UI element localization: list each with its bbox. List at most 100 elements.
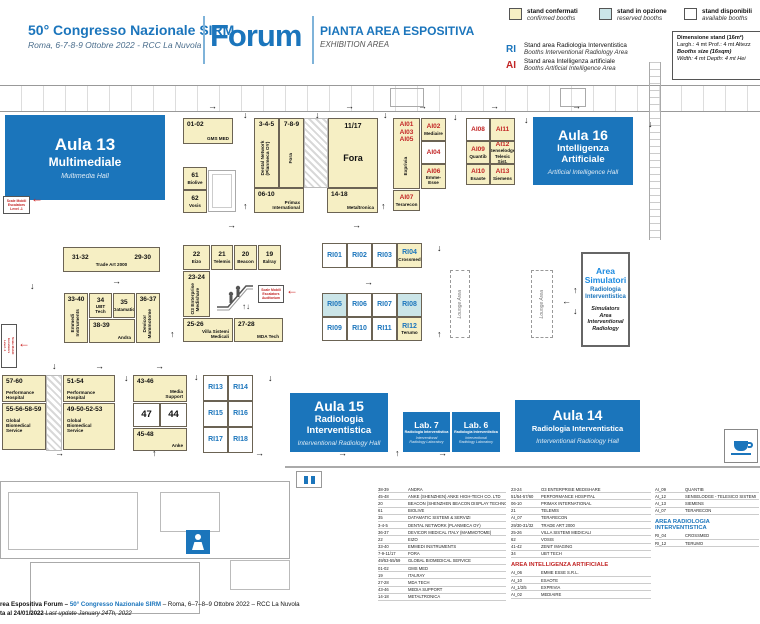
direction-arrow-icon: → bbox=[112, 276, 121, 286]
exhibitor-row: 22 EIZO bbox=[378, 536, 506, 544]
booth-number: AI13 bbox=[495, 168, 510, 176]
booth-number: 44 bbox=[168, 409, 179, 421]
booth-number: 45-48 bbox=[137, 431, 154, 438]
direction-arrow-icon: ↑ bbox=[152, 448, 157, 458]
exhibitor-booth-number: 33-40 bbox=[378, 544, 389, 550]
exhibitor-name: ZENIT IMAGING bbox=[541, 544, 573, 550]
direction-arrow-icon: ↓ bbox=[194, 372, 199, 382]
booth-43-46: 43-46 Media Support bbox=[133, 375, 187, 402]
booth-exhibitor-name: Terarecon bbox=[395, 201, 418, 207]
door-outline-inner bbox=[212, 174, 232, 208]
booth-RI04: RI04 Crossmed bbox=[397, 243, 422, 268]
booth-RI05: RI05 bbox=[322, 293, 347, 317]
exhibitor-name: ITALRAY bbox=[408, 572, 425, 578]
exhibitor-name: MDA TECH bbox=[408, 580, 430, 586]
footer-update-en: Last update January 24Th, 2022 bbox=[43, 611, 132, 617]
booth-55-56-58-59: 55-56-58-59 Global Biomedical Service bbox=[2, 403, 46, 450]
exhibitor-name: GMS MED bbox=[408, 565, 429, 571]
red-direction-arrow-icon: ← bbox=[18, 336, 30, 350]
exhibitor-booth-number: 27-28 bbox=[378, 580, 389, 586]
stand-size-box: Dimensione stand (16m²) Largh.: 4 mt Pro… bbox=[672, 31, 760, 80]
exhibitor-booth-number: 23-24 bbox=[511, 486, 522, 492]
exhibitor-booth-number: 35 bbox=[378, 515, 383, 521]
exhibitor-row: 25-26 VILLA SISTEMI MEDICALI bbox=[511, 529, 651, 537]
booth-number: RI11 bbox=[377, 325, 392, 333]
booth-number: RI04 bbox=[402, 249, 417, 257]
icon-head bbox=[195, 534, 201, 540]
booth-number: 43-46 bbox=[137, 378, 154, 385]
escalator-note-left: Scale Mobili Escalators Level -1 bbox=[3, 196, 30, 214]
legend-swatch-option bbox=[599, 8, 612, 20]
booth-number: AI11 bbox=[495, 125, 510, 133]
exhibitor-row: 19 ITALRAY bbox=[378, 572, 506, 580]
booth-number: 61 bbox=[191, 172, 199, 180]
exhibitor-row: 23-24 O3 ENTERPRISE MEDISHARE bbox=[511, 486, 651, 494]
booth-number: RI05 bbox=[327, 301, 342, 309]
legend-option-en: reserved booths bbox=[617, 15, 663, 22]
direction-arrow-icon: ← bbox=[562, 296, 571, 306]
direction-arrow-icon: ↓ bbox=[573, 306, 578, 316]
booth-14-18: 14-18 Metaltronica bbox=[327, 188, 378, 213]
cafe-icon bbox=[724, 429, 758, 463]
booth-RI11: RI11 bbox=[372, 317, 397, 341]
booth-exhibitor-name: Senselodge Telesic Sist. bbox=[490, 148, 515, 164]
booth-34: 34 UBT Tech bbox=[89, 293, 112, 318]
booth-RI06: RI06 bbox=[347, 293, 372, 317]
booth-number: 20 bbox=[241, 251, 250, 259]
building-edge-line bbox=[285, 466, 760, 468]
exhibitor-name: EXPRIVIA bbox=[541, 584, 561, 590]
exhibitor-row: 51/54-57/60 PERFORMANCE HOSPITAL bbox=[511, 493, 651, 501]
corridor-room-outline bbox=[560, 88, 586, 107]
hall-subtitle-en: Multimedia Hall bbox=[61, 173, 109, 180]
exhibitor-name: VOSIS bbox=[541, 536, 554, 542]
exhibitor-row: AI_07 TERARECON bbox=[511, 515, 651, 522]
exhibitor-row: 34 UBT TECH bbox=[511, 551, 651, 558]
booth-exhibitor-name: Telemis bbox=[213, 258, 231, 264]
exhibitor-booth-number: 20 bbox=[378, 500, 383, 506]
hall-subtitle: Multimediale bbox=[48, 155, 122, 169]
booth-number: RI09 bbox=[327, 325, 342, 333]
booth-number: AI06 bbox=[426, 167, 441, 175]
lower-plan-room bbox=[8, 492, 138, 550]
exhibitor-booth-number: AI_12 bbox=[655, 493, 666, 499]
hall-title: Aula 13 bbox=[54, 135, 116, 154]
booth-number: AI12 bbox=[495, 141, 510, 148]
booth-RI13: RI13 bbox=[203, 375, 228, 401]
booth-AI13: AI13 Siemens bbox=[490, 164, 515, 185]
exhibitor-name: CROSSMED bbox=[685, 533, 710, 539]
direction-arrow-icon: ↓ bbox=[437, 243, 442, 253]
booth-number: 51-54 bbox=[67, 378, 84, 385]
simulators-subtitle: Radiologia Interventistica bbox=[585, 287, 626, 300]
legend-confirmed-it: stand confermati bbox=[527, 8, 578, 15]
direction-arrow-icon: → bbox=[418, 101, 427, 111]
booth-62: 62 Vosis bbox=[183, 190, 207, 213]
logo-divider-left bbox=[203, 16, 205, 64]
footer-line2: ta al 24/01/2022 Last update January 24T… bbox=[0, 611, 132, 617]
direction-arrow-icon: ↑ bbox=[573, 285, 578, 295]
exhibitor-name: TERARECON bbox=[685, 508, 712, 514]
booth-exhibitor-name: Emmedi Instruments bbox=[70, 309, 81, 337]
exhibitor-row: 06-10 PRIMAX INTERNATIONAL bbox=[511, 500, 651, 508]
exhibitor-row: 21 TELEMIS bbox=[511, 508, 651, 515]
booth-exhibitor-name: Crossmed bbox=[398, 256, 421, 262]
exhibitor-booth-number: 61 bbox=[378, 508, 383, 514]
booth-exhibitor-name: Datamatic bbox=[113, 306, 135, 312]
legend-label-option: stand in opzione reserved booths bbox=[617, 8, 667, 22]
booth-RI15: RI15 bbox=[203, 401, 228, 427]
exhibitor-name: SENSELODGE - TELESICO SISTEMI bbox=[685, 493, 757, 499]
exhibitor-row: 3-4-5 DENTAL NETWORK (PLANMECA OY) bbox=[378, 522, 506, 530]
exhibitor-list-col2: 23-24 O3 ENTERPRISE MEDISHARE 51/54-57/60 P… bbox=[511, 486, 651, 599]
hall-aula15: Aula 15 Radiologia Interventistica Inter… bbox=[290, 393, 388, 452]
red-direction-arrow-icon: ← bbox=[286, 283, 298, 297]
exhibitor-name: BEACON (SHENZHEN BEACON DISPLAY TECHNOLO… bbox=[408, 500, 506, 506]
exhibitor-name: TELEMIS bbox=[541, 508, 559, 514]
exhibitor-booth-number: 41-42 bbox=[511, 544, 522, 550]
booth-number: 01-02 bbox=[187, 121, 204, 128]
direction-arrow-icon: → bbox=[155, 361, 164, 371]
booth-45-48: 45-48 Anke bbox=[133, 428, 187, 451]
wc-icon bbox=[296, 471, 322, 488]
direction-arrow-icon: ↓ bbox=[383, 110, 388, 120]
booth-exhibitor-name: Global Biomedical Service bbox=[67, 417, 92, 433]
booth-number: RI12 bbox=[402, 322, 417, 330]
